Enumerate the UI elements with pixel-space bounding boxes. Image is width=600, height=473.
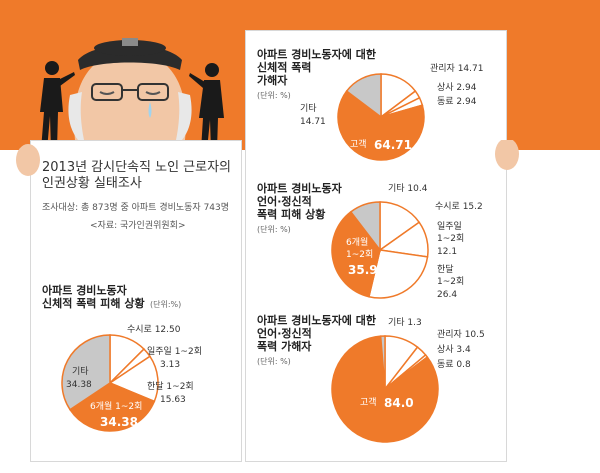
source-note: <자료: 국가인권위원회> (90, 221, 186, 231)
chart1-slice-4 (61, 334, 111, 411)
chart1-label-month-line2: 15.63 (160, 395, 186, 405)
chart3-label-gita: 기타 10.4 (388, 184, 428, 194)
chart3-label-six-line3: 35.9 (348, 263, 378, 277)
chart3-title-line3: 폭력 피해 상황 (257, 208, 326, 221)
chart2-unit: (단위: %) (257, 91, 291, 100)
chart3-label-month-line1: 한달 (437, 265, 454, 275)
chart2-label-gita-line1: 기타 (300, 104, 317, 114)
chart2-label-gwanri: 관리자 14.71 (430, 64, 484, 74)
chart2-label-gita-line2: 14.71 (300, 117, 326, 127)
chart4-slice-4 (379, 335, 386, 390)
chart1-label-gita-line1: 기타 (72, 367, 89, 377)
chart3-label-month-line3: 26.4 (437, 290, 458, 300)
chart3-slice-2 (368, 249, 429, 299)
survey-subject: 조사대상: 총 873명 중 아파트 경비노동자 743명 (42, 203, 230, 213)
chart2-title-line3: 가해자 (257, 74, 288, 87)
chart3-unit: (단위: %) (257, 225, 291, 234)
chart1-label-six-line1: 6개월 1~2회 (90, 402, 143, 412)
chart1-unit: (단위:%) (150, 300, 182, 309)
chart3-title-line1: 아파트 경비노동자 (257, 182, 342, 195)
chart2-title-line2: 신체적 폭력 (257, 61, 312, 74)
hands (16, 140, 519, 176)
header-title-line2: 인권상황 실태조사 (42, 176, 142, 191)
chart1-label-gita-line2: 34.38 (66, 380, 92, 390)
chart3-label-month-line2: 1~2회 (437, 277, 465, 287)
chart3-label-sosiro: 수시로 15.2 (435, 202, 483, 212)
chart1-title-line1: 아파트 경비노동자 (42, 284, 127, 297)
chart2-label-gogaek: 고객 (350, 140, 367, 150)
silhouette-right (189, 63, 224, 150)
chart4-slice-3 (331, 335, 439, 443)
chart4-label-gogaek: 고객 (360, 398, 377, 408)
chart1-label-six-line2: 34.38 (100, 415, 138, 429)
chart1-label-sosiro: 수시로 12.50 (127, 325, 181, 335)
chart1-slice-3 (69, 382, 156, 432)
header-title-line1: 2013년 감시단속직 노인 근로자의 (42, 160, 232, 175)
chart4-label-sangsa: 상사 3.4 (437, 345, 471, 355)
silhouette-left (40, 61, 75, 150)
chart3-label-six-line1: 6개월 (346, 238, 369, 248)
chart4-title-line1: 아파트 경비노동자에 대한 (257, 314, 376, 327)
chart4-title-line3: 폭력 가해자 (257, 340, 312, 353)
chart2-slice-3 (337, 90, 425, 161)
chart1-title-line2: 신체적 폭력 피해 상황 (42, 297, 145, 310)
chart3-slice-3 (331, 210, 381, 298)
chart3-label-week-line3: 12.1 (437, 247, 458, 257)
chart4-unit: (단위: %) (257, 357, 291, 366)
hand-right (495, 140, 519, 170)
hand-left (16, 144, 40, 176)
chart2-slice-4 (345, 73, 382, 119)
guard-face (68, 38, 192, 140)
chart3-label-week-line1: 일주일 (437, 222, 462, 232)
chart4-label-dongryo: 동료 0.8 (437, 360, 471, 370)
chart4-label-gita: 기타 1.3 (388, 318, 422, 328)
chart1-pie (61, 334, 159, 432)
chart3-title-line2: 언어·정신적 (257, 195, 312, 208)
chart1-slice-2 (108, 355, 159, 403)
chart3-pie (331, 201, 429, 299)
chart3-label-six-line2: 1~2회 (346, 250, 374, 260)
chart4-title-line2: 언어·정신적 (257, 327, 312, 340)
chart4-pie (331, 335, 439, 443)
chart2-label-gogaek-value: 64.71 (374, 138, 412, 152)
chart2-label-sangsa: 상사 2.94 (437, 83, 477, 93)
chart1-label-week-line1: 일주일 1~2회 (147, 347, 202, 357)
chart3-slice-4 (349, 201, 381, 253)
chart3-label-week-line2: 1~2회 (437, 234, 465, 244)
chart1-label-month-line1: 한달 1~2회 (147, 382, 194, 392)
chart4-label-gwanri: 관리자 10.5 (437, 330, 485, 340)
chart1-label-week-line2: 3.13 (160, 360, 181, 370)
chart4-label-gogaek-value: 84.0 (384, 396, 414, 410)
illustration (40, 38, 224, 150)
chart2-label-dongryo: 동료 2.94 (437, 97, 477, 107)
chart2-title-line1: 아파트 경비노동자에 대한 (257, 48, 376, 61)
chart2-pie (337, 73, 425, 161)
